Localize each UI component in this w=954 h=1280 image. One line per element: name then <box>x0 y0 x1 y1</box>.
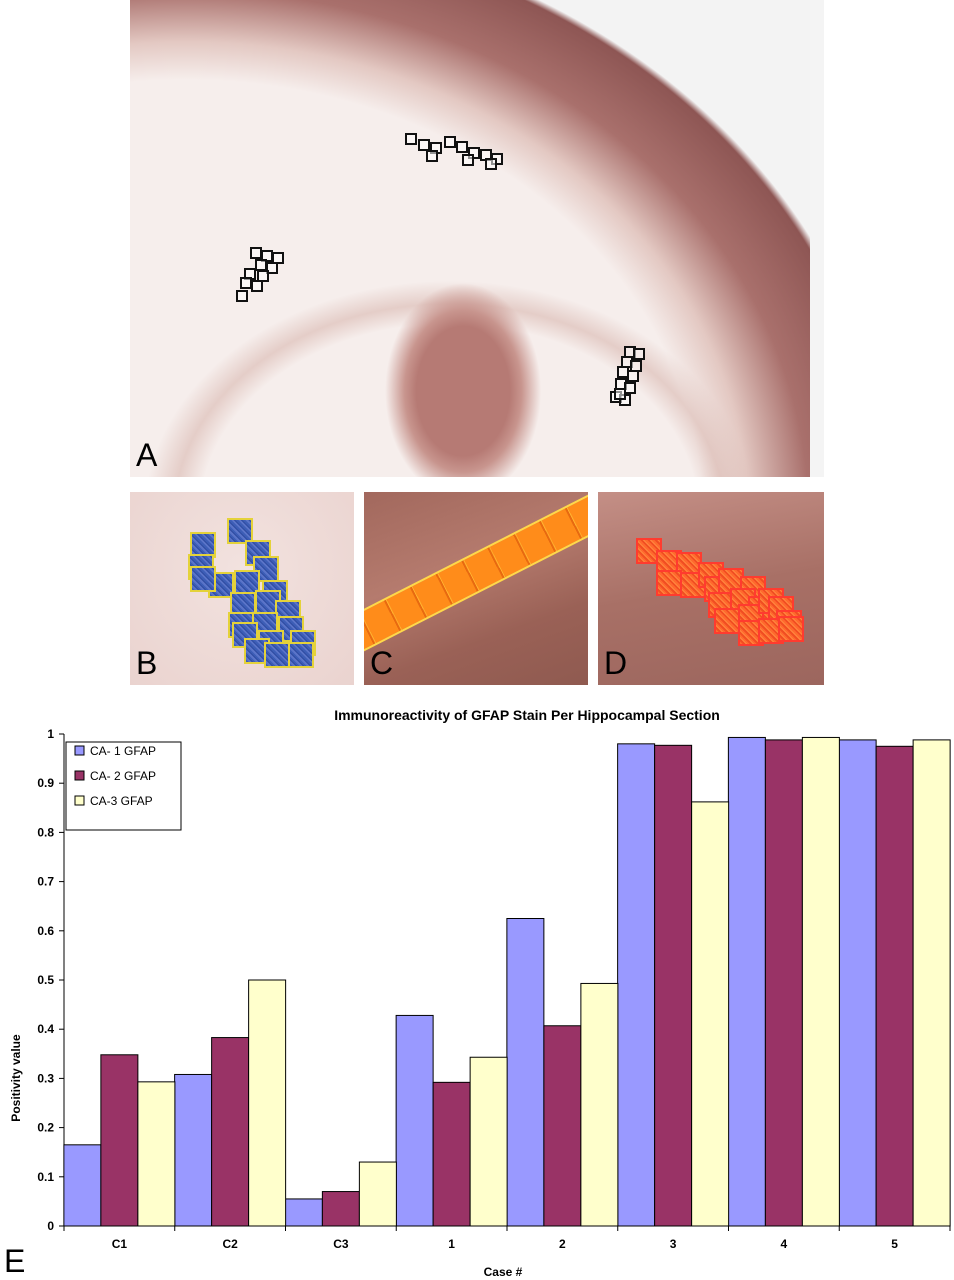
y-axis-title: Positivity value <box>9 1034 23 1122</box>
micrograph-panel-c: C <box>364 492 588 685</box>
bars-group <box>63 736 951 1227</box>
roi-red-box <box>656 570 682 596</box>
bar-series-1-5 <box>838 739 877 1227</box>
roi-blue-box <box>288 642 314 668</box>
panel-label-a: A <box>136 437 158 473</box>
y-tick-label: 0.8 <box>37 825 54 839</box>
y-tick-label: 0 <box>47 1219 54 1233</box>
bar-series-1-C2 <box>174 1073 213 1227</box>
x-tick-label: C3 <box>333 1237 349 1251</box>
roi-square <box>633 348 645 360</box>
bar-series-2-C1 <box>100 1054 139 1227</box>
bar-series-2-C2 <box>211 1037 250 1227</box>
roi-square <box>627 370 639 382</box>
roi-square <box>272 252 284 264</box>
bar-series-3-5 <box>912 739 951 1227</box>
bar-series-2-4 <box>764 739 803 1227</box>
roi-square <box>257 270 269 282</box>
roi-square <box>426 150 438 162</box>
roi-square <box>444 136 456 148</box>
roi-square <box>405 133 417 145</box>
roi-red-box <box>778 616 804 642</box>
legend-label: CA- 1 GFAP <box>90 744 156 758</box>
roi-square <box>614 388 626 400</box>
roi-red-box <box>714 608 740 634</box>
y-tick-label: 0.7 <box>37 875 54 889</box>
x-tick-label: C1 <box>112 1237 128 1251</box>
y-tick-label: 0.2 <box>37 1121 54 1135</box>
bar-series-1-4 <box>727 736 766 1227</box>
bar-series-2-3 <box>654 744 693 1227</box>
bar-series-1-2 <box>506 918 545 1227</box>
y-tick-label: 0.4 <box>37 1022 54 1036</box>
bar-series-2-5 <box>875 745 914 1227</box>
bar-series-3-C2 <box>248 979 287 1227</box>
gfap-bar-chart: Immunoreactivity of GFAP Stain Per Hippo… <box>4 707 951 1279</box>
roi-square <box>485 158 497 170</box>
x-tick-label: C2 <box>222 1237 238 1251</box>
micrograph-panel-a: A <box>130 0 824 477</box>
x-axis: C1 C2 C3 1 2 3 4 5 <box>63 1225 951 1251</box>
bar-series-3-4 <box>801 736 840 1227</box>
bar-series-3-C3 <box>358 1161 397 1227</box>
x-tick-label: 3 <box>670 1237 677 1251</box>
bar-series-2-C3 <box>321 1191 360 1227</box>
bar-series-3-3 <box>691 801 730 1227</box>
panel-label-c: C <box>370 645 394 681</box>
bar-series-1-C3 <box>284 1198 323 1227</box>
y-axis: 0 0.1 0.2 0.3 0.4 0.5 0.6 0.7 0.8 0.9 1 <box>37 727 65 1233</box>
legend-swatch <box>74 745 85 756</box>
roi-orange-band <box>364 492 588 658</box>
bar-series-2-1 <box>432 1081 471 1227</box>
x-axis-title: Case # <box>484 1265 523 1279</box>
panel-label-b: B <box>136 645 158 681</box>
micrograph-panel-d: D <box>598 492 824 685</box>
roi-square <box>236 290 248 302</box>
roi-square <box>456 141 468 153</box>
chart-legend: CA- 1 GFAP CA- 2 GFAP CA-3 GFAP <box>65 741 182 831</box>
bar-series-3-2 <box>580 982 619 1227</box>
bar-series-1-C1 <box>63 1144 102 1227</box>
y-tick-label: 0.1 <box>37 1170 54 1184</box>
bar-series-1-3 <box>617 743 656 1227</box>
chart-title: Immunoreactivity of GFAP Stain Per Hippo… <box>334 707 720 723</box>
roi-blue-box <box>264 642 290 668</box>
legend-swatch <box>74 795 85 806</box>
roi-square <box>418 139 430 151</box>
bar-series-2-2 <box>543 1025 582 1227</box>
y-tick-label: 1 <box>47 727 54 741</box>
y-tick-label: 0.5 <box>37 973 54 987</box>
legend-label: CA- 2 GFAP <box>90 769 156 783</box>
y-tick-label: 0.3 <box>37 1071 54 1085</box>
roi-square <box>251 280 263 292</box>
y-tick-label: 0.6 <box>37 924 54 938</box>
panel-label-e: E <box>4 1243 25 1279</box>
bar-series-3-C1 <box>137 1081 176 1227</box>
micrograph-panel-b: B <box>130 492 354 685</box>
roi-blue-box <box>190 566 216 592</box>
x-tick-label: 4 <box>781 1237 788 1251</box>
x-tick-label: 1 <box>448 1237 455 1251</box>
roi-square <box>462 154 474 166</box>
x-tick-label: 5 <box>891 1237 898 1251</box>
bar-series-3-1 <box>469 1056 508 1227</box>
panel-label-d: D <box>604 645 628 681</box>
bar-series-1-1 <box>395 1014 434 1227</box>
slide-margin <box>810 0 824 477</box>
legend-label: CA-3 GFAP <box>90 794 153 808</box>
roi-blue-box <box>227 518 253 544</box>
legend-box <box>65 741 182 831</box>
y-tick-label: 0.9 <box>37 776 54 790</box>
legend-swatch <box>74 770 85 781</box>
roi-square <box>266 262 278 274</box>
x-tick-label: 2 <box>559 1237 566 1251</box>
